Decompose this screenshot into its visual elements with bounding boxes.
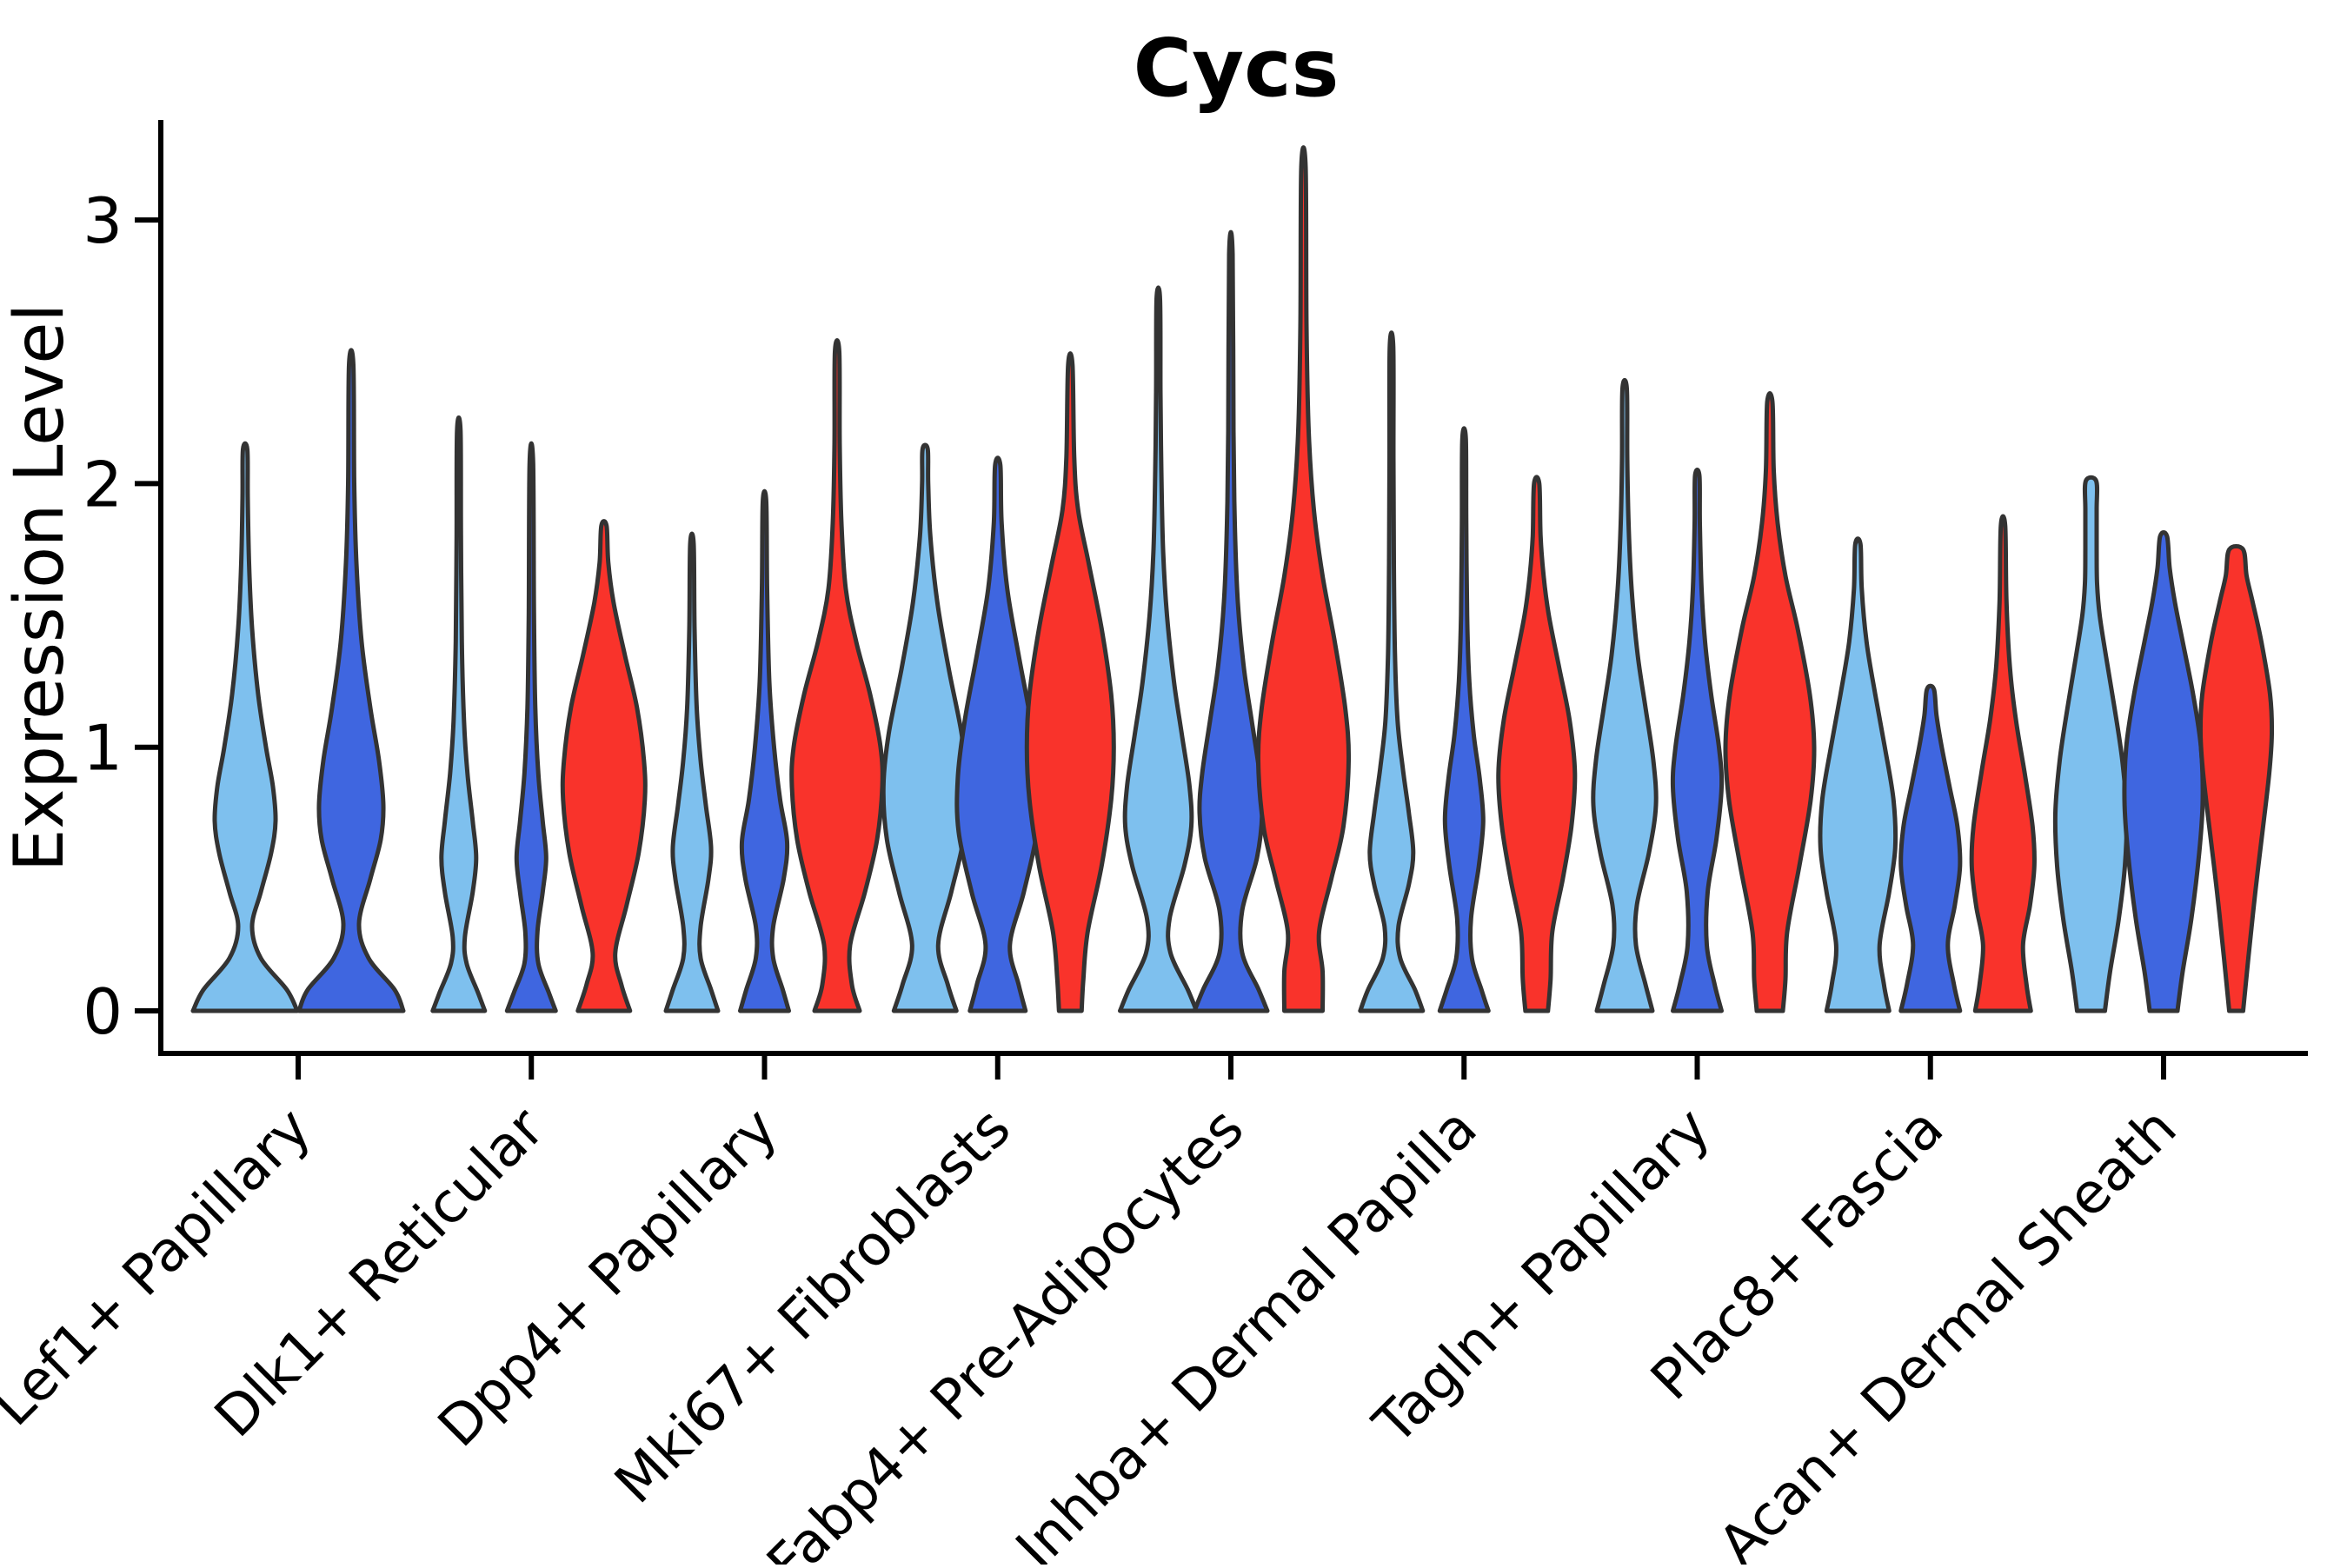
x-axis-label: Inhba+ Dermal Papilla [1004, 1096, 1489, 1565]
violin-tagln+-blue [1670, 467, 1725, 1013]
violin-lef1+-blue [296, 348, 406, 1013]
violin-fabp4+-red [1255, 145, 1352, 1013]
y-axis-label: Expression Level [1, 303, 79, 872]
violin-dpp4+-red [789, 338, 885, 1013]
violin-plac8+-red [1969, 514, 2037, 1013]
violin-mki67+-light-blue [881, 442, 969, 1013]
violin-inhba+-blue [1437, 426, 1491, 1013]
violin-plac8+-light-blue [1818, 536, 1898, 1013]
violin-tagln+-red [1723, 391, 1817, 1013]
violin-mki67+-red [1024, 351, 1116, 1013]
y-tick-label: 1 [83, 712, 123, 785]
y-tick-label: 2 [83, 448, 123, 521]
violin-group [190, 145, 2275, 1013]
violin-acan+-light-blue [2052, 475, 2130, 1013]
y-tick-label: 0 [83, 975, 123, 1048]
violin-tagln+-light-blue [1591, 377, 1659, 1013]
violin-plac8+-blue [1898, 683, 1963, 1013]
violin-lef1+-light-blue [190, 441, 300, 1013]
x-axis-label: Mki67+ Fibroblasts [603, 1096, 1023, 1516]
violin-inhba+-red [1496, 475, 1578, 1013]
x-axis-label: Acan+ Dermal Sheath [1707, 1096, 2190, 1565]
violin-dpp4+-light-blue [663, 531, 721, 1013]
violin-acan+-blue [2122, 530, 2205, 1013]
violin-inhba+-light-blue [1358, 330, 1426, 1013]
violin-dpp4+-blue [738, 488, 791, 1013]
violin-fabp4+-blue [1192, 229, 1270, 1013]
violin-mki67+-blue [954, 455, 1041, 1013]
violin-dlk1+-blue [504, 441, 558, 1013]
y-tick-label: 3 [83, 184, 123, 257]
violin-fabp4+-light-blue [1118, 285, 1199, 1013]
violin-dlk1+-red [560, 519, 648, 1013]
violin-dlk1+-light-blue [430, 415, 488, 1013]
chart-title: Cycs [1134, 22, 1340, 115]
violin-acan+-red [2197, 543, 2275, 1013]
